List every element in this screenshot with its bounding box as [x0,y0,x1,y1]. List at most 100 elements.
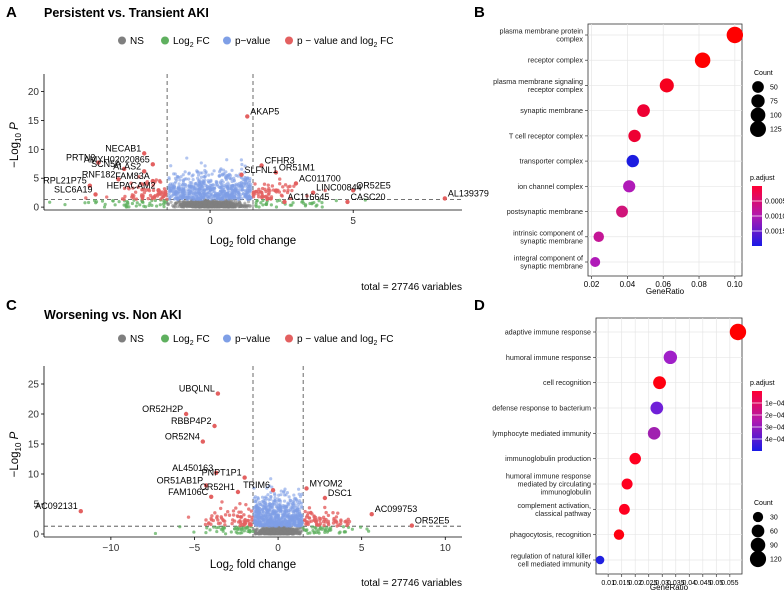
fc-point [242,529,246,533]
legend-label: NS [130,36,144,47]
pvalue-point [269,495,273,499]
fc-point [117,200,121,204]
term-label: receptor complex [528,56,584,65]
gene-label: AL450163 [172,463,213,473]
size-legend-dot [749,550,767,568]
pvalue-point [282,499,287,503]
fc-point [317,527,322,531]
sig-point [285,190,290,195]
size-legend-dot [750,121,766,137]
fc-point [178,525,182,529]
pvalue-point [273,521,277,525]
fc-point [212,525,216,529]
pvalue-point [191,178,195,182]
sig-point [236,514,240,519]
ns-point [239,204,243,209]
term-label: regulation of natural killer cell mediate… [511,552,592,569]
pvalue-point [289,498,293,503]
term-dot [659,78,674,93]
pvalue-point [181,178,185,182]
pvalue-point [239,158,243,162]
y-axis-title: −Log10 P [9,431,23,477]
term-label: plasma membrane signaling receptor comple… [493,77,583,94]
sig-point [105,195,109,199]
ns-point [222,203,226,208]
fc-point [247,528,252,533]
gene-label: ALAS2 [113,161,141,171]
pvalue-point [202,174,206,179]
term-dot [590,256,601,268]
y-tick-label: 20 [28,87,40,98]
term-dot [628,129,641,143]
fc-point [221,526,225,531]
legend-dot [223,334,231,343]
fc-point [205,526,209,530]
pvalue-point [203,164,207,168]
fc-point [310,525,314,529]
ns-point [191,205,195,209]
pvalue-point [187,191,191,196]
sig-point [278,182,282,186]
sig-point [331,511,335,515]
sig-point [165,197,169,201]
pvalue-point [210,172,214,176]
sig-point [262,182,267,186]
y-tick-label: 15 [28,440,40,451]
term-dot [694,52,711,68]
pvalue-point [173,172,177,176]
pvalue-point [255,513,259,517]
x-tick-label: 5 [350,216,356,227]
pvalue-point [191,195,195,199]
gene-label: UBQLNL [179,384,215,394]
volcano-panel-a: A Persistent vs. Transient AKI NS Log2 FC p−… [6,4,489,293]
ns-point [285,531,289,535]
fc-point [320,205,324,209]
gene-label: DSC1 [328,488,352,498]
gene-label: AC092131 [35,501,78,511]
pvalue-point [273,499,277,503]
fc-point [278,198,282,203]
pvalue-point [258,508,263,512]
x-tick-label: 0 [207,216,213,227]
pvalue-point [213,193,217,197]
gene-label: AKAP5 [250,106,279,116]
pvalue-point [173,196,178,200]
chart-title: Persistent vs. Transient AKI [44,6,209,20]
gene-point [242,475,247,480]
sig-point [226,510,230,514]
pvalue-point [210,194,214,198]
fc-point [204,530,208,535]
pvalue-point [222,171,226,176]
pvalue-point [234,182,239,186]
pvalue-point [199,161,203,165]
pvalue-point [264,495,268,499]
pvalue-point [283,511,287,515]
gene-point [93,192,98,197]
pvalue-point [267,484,271,488]
ns-point [251,204,255,208]
sig-point [130,195,134,199]
pvalue-point [262,498,266,503]
fc-point [325,530,329,534]
fc-point [304,529,308,533]
gene-label: AMYH02020865 [84,154,150,164]
size-legend-label: 100 [770,113,782,120]
term-label: humoral immune response [506,353,591,362]
ns-point [293,531,297,535]
pvalue-point [258,502,262,507]
pvalue-point [199,175,204,179]
fc-point [337,531,341,535]
pvalue-point [180,183,185,187]
x-tick-label: 0.055 [721,580,739,587]
pvalue-point [286,501,290,505]
term-dot [653,376,666,390]
pvalue-point [294,505,298,510]
pvalue-point [230,188,234,193]
size-legend-label: 125 [770,127,782,134]
size-legend-title: Count [754,70,773,77]
pvalue-point [194,197,198,201]
sig-point [303,509,307,514]
pvalue-point [287,521,291,525]
ns-point [182,204,186,208]
